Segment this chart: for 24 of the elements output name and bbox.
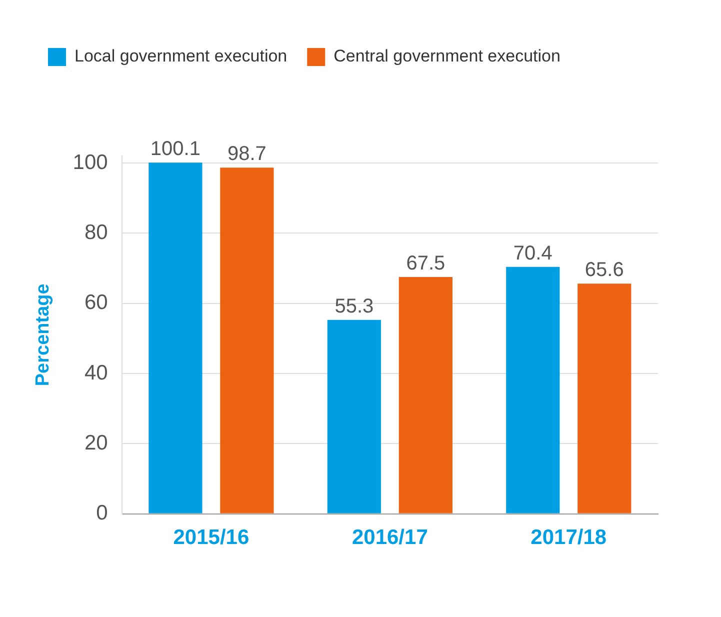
- y-tick-label: 0: [96, 502, 108, 525]
- y-tick-label: 20: [84, 431, 108, 454]
- data-label: 70.4: [513, 242, 552, 264]
- x-tick-label: 2017/18: [530, 526, 607, 550]
- legend-label: Local government execution: [74, 46, 288, 66]
- bar: [220, 168, 274, 514]
- data-label: 98.7: [227, 143, 266, 166]
- data-label: 65.6: [584, 259, 624, 282]
- y-tick-label: 40: [84, 361, 108, 384]
- data-label: 67.5: [406, 252, 446, 275]
- x-tick-label: 2015/16: [173, 526, 250, 550]
- legend-label: Central government execution: [334, 46, 560, 66]
- data-label: 100.1: [150, 138, 200, 160]
- bar: [506, 266, 560, 514]
- y-tick-label: 60: [84, 291, 108, 314]
- y-axis-title: Percentage: [32, 284, 54, 386]
- x-tick-label: 2016/17: [352, 526, 428, 550]
- bar: [398, 277, 452, 514]
- bar: [578, 284, 632, 514]
- y-tick-label: 100: [72, 150, 108, 174]
- bar: [327, 320, 381, 514]
- data-label: 55.3: [334, 295, 374, 318]
- y-tick-label: 80: [84, 220, 108, 244]
- bar: [148, 162, 202, 514]
